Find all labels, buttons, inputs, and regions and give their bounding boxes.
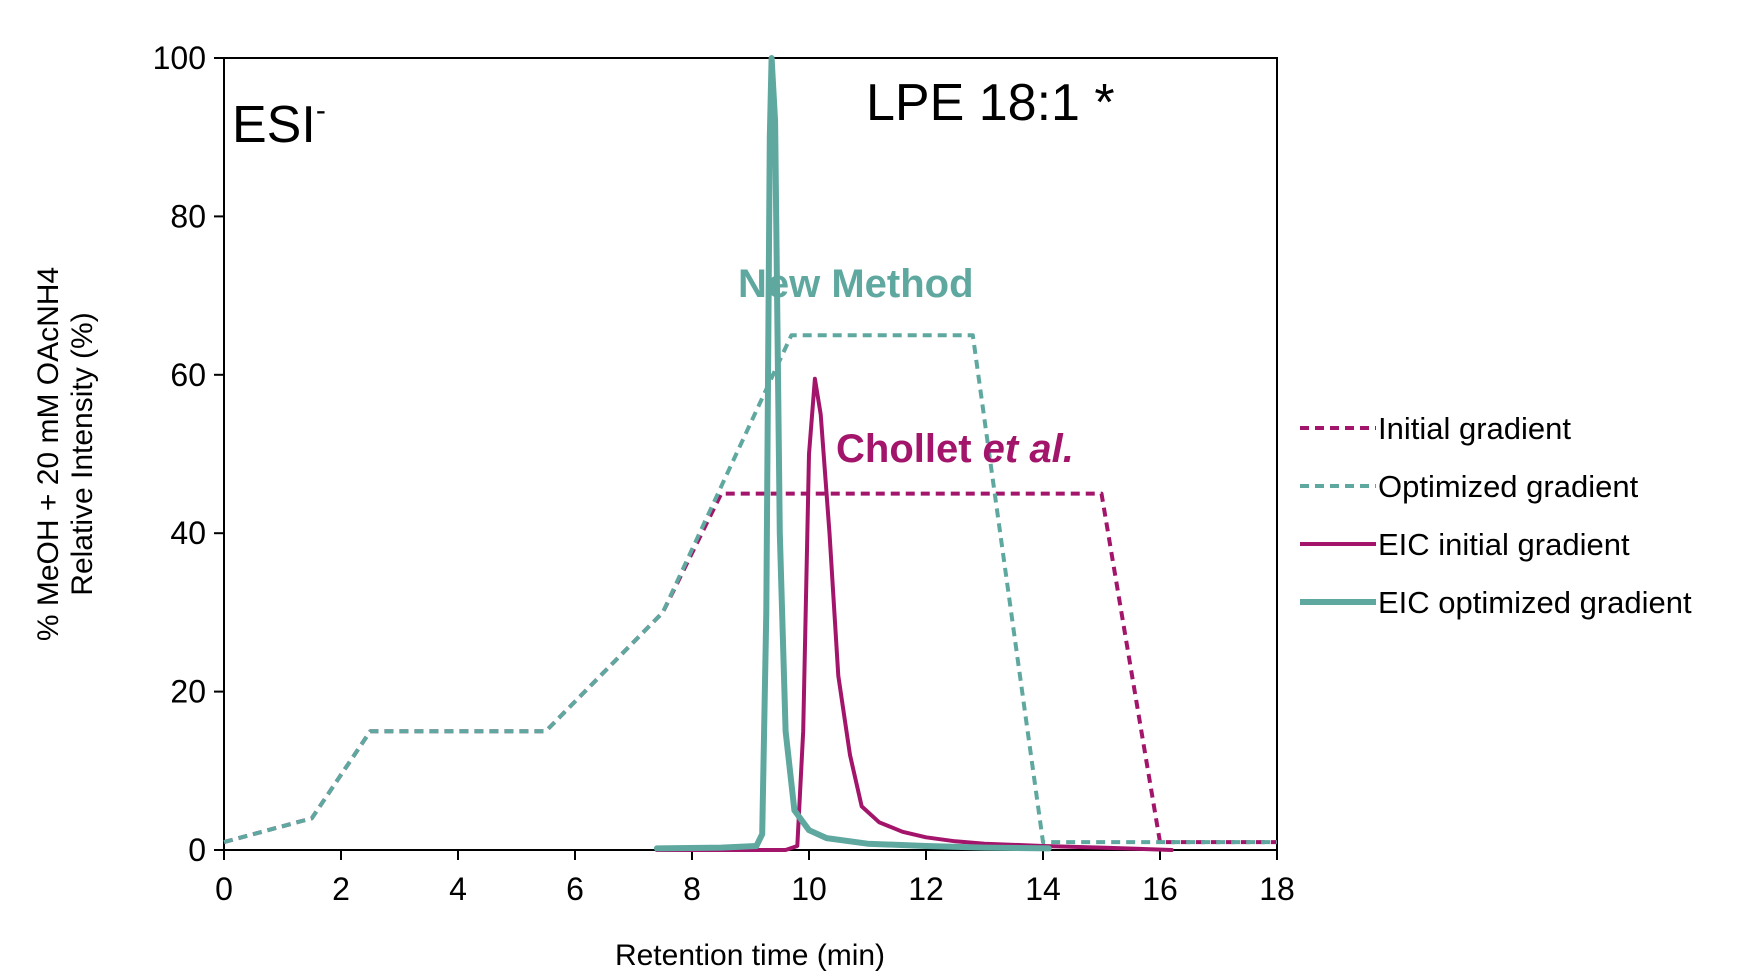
axis-ticks: 0 2 4 6 8 10 12 14 16 18 0 20 40 60 80 100 [153,40,1295,907]
x-tick-label: 12 [908,871,944,907]
y-tick-label: 20 [170,674,206,710]
y-axis-title-line1: % MeOH + 20 mM OAcNH4 [32,267,65,641]
y-tick-label: 80 [170,198,206,234]
x-tick-label: 4 [449,871,467,907]
series-layer [223,55,1277,852]
legend: Initial gradient Optimized gradient EIC in… [1300,411,1692,620]
y-tick-label: 100 [153,40,206,76]
chollet-label: Chollet et al. [836,427,1074,471]
chollet-main: Chollet [836,427,983,471]
esi-base: ESI [232,96,316,154]
x-tick-label: 2 [332,871,350,907]
y-axis-title-line2: Relative Intensity (%) [66,312,99,595]
x-tick-label: 18 [1259,871,1295,907]
series-line-2 [654,376,1174,852]
x-tick-label: 10 [791,871,827,907]
x-tick-label: 14 [1025,871,1061,907]
new-method-label: New Method [738,262,974,306]
x-tick-label: 6 [566,871,584,907]
legend-label-3: EIC optimized gradient [1378,585,1692,620]
series-line-0 [223,491,1277,845]
y-tick-label: 60 [170,357,206,393]
legend-label-2: EIC initial gradient [1378,527,1630,562]
x-axis-title: Retention time (min) [615,939,885,972]
x-tick-label: 0 [215,871,233,907]
compound-label: LPE 18:1 * [866,74,1115,132]
chollet-italic: et al. [983,427,1074,471]
legend-label-1: Optimized gradient [1378,469,1639,504]
x-tick-label: 16 [1142,871,1178,907]
esi-superscript: - [316,94,326,127]
legend-label-0: Initial gradient [1378,411,1571,446]
x-tick-label: 8 [683,871,701,907]
series-line-1 [223,333,1277,845]
plot-frame [223,57,1278,851]
series-line-3 [653,55,1052,852]
esi-annotation: ESI- [232,94,326,154]
y-tick-label: 40 [170,515,206,551]
y-tick-label: 0 [188,832,206,868]
